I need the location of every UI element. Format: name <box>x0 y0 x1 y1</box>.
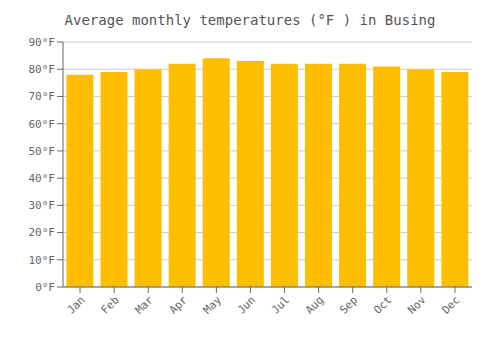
svg-text:50°F: 50°F <box>29 145 56 158</box>
svg-text:Sep: Sep <box>337 293 360 316</box>
svg-text:80°F: 80°F <box>29 63 56 76</box>
svg-text:Mar: Mar <box>133 293 157 317</box>
svg-text:10°F: 10°F <box>29 254 56 267</box>
svg-text:Jan: Jan <box>64 293 87 316</box>
svg-text:Jun: Jun <box>235 293 258 316</box>
html-text:Average monthly temperatures (: Average monthly temperatures (°F ) in Bu… <box>64 12 436 28</box>
svg-text:Aug: Aug <box>303 293 326 316</box>
svg-text:Oct: Oct <box>371 293 394 316</box>
svg-text:Feb: Feb <box>99 293 122 316</box>
svg-text:20°F: 20°F <box>29 226 56 239</box>
svg-text:90°F: 90°F <box>29 36 56 49</box>
svg-text:60°F: 60°F <box>29 118 56 131</box>
svg-text:0°F: 0°F <box>35 281 55 294</box>
svg-text:30°F: 30°F <box>29 199 56 212</box>
svg-text:70°F: 70°F <box>29 90 56 103</box>
svg-text:Jul: Jul <box>269 293 292 316</box>
svg-text:Nov: Nov <box>405 293 429 317</box>
svg-text:40°F: 40°F <box>29 172 56 185</box>
svg-text:May: May <box>201 293 225 317</box>
svg-text:Dec: Dec <box>439 293 462 316</box>
svg-text:Apr: Apr <box>167 293 191 317</box>
